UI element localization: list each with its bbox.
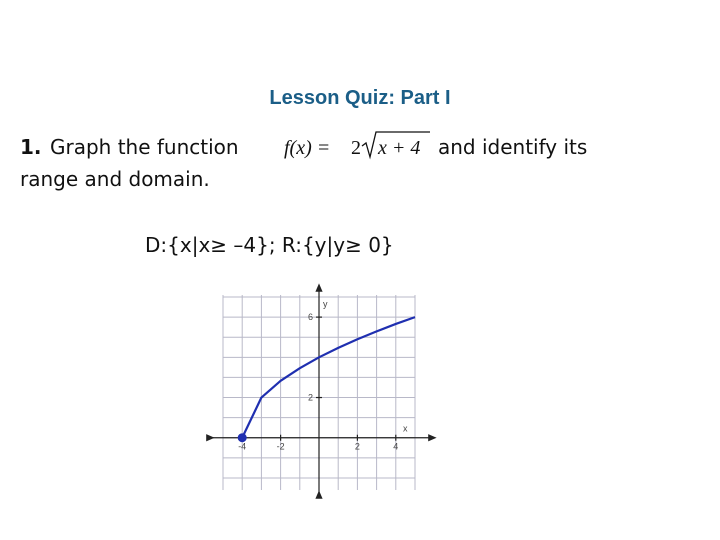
x-tick-label: 4 — [393, 442, 398, 452]
question-text: and identify its — [438, 135, 587, 159]
function-curve — [241, 316, 416, 439]
x-axis-label: x — [403, 424, 408, 434]
start-point — [237, 433, 247, 443]
graph: x y -4 -2 2 4 2 6 — [206, 283, 437, 499]
x-tick-label: -2 — [277, 442, 285, 452]
question-number: 1. — [20, 135, 42, 159]
y-tick-label: 2 — [308, 393, 313, 403]
question-text: Graph the function — [50, 135, 239, 159]
function-radicand: x + 4 — [377, 137, 420, 159]
x-tick-label: -4 — [238, 442, 246, 452]
answer: D:{x|x≥ –4}; R:{y|y≥ 0} — [145, 233, 394, 257]
x-tick-label: 2 — [355, 442, 360, 452]
radical-sign — [361, 131, 430, 160]
function-coefficient: 2 — [351, 137, 361, 159]
y-axis-label: y — [323, 299, 328, 309]
function-lhs: f(x) = — [284, 137, 330, 159]
question-text: range and domain. — [20, 167, 210, 191]
y-tick-label: 6 — [308, 312, 313, 322]
title: Lesson Quiz: Part I — [269, 87, 450, 109]
